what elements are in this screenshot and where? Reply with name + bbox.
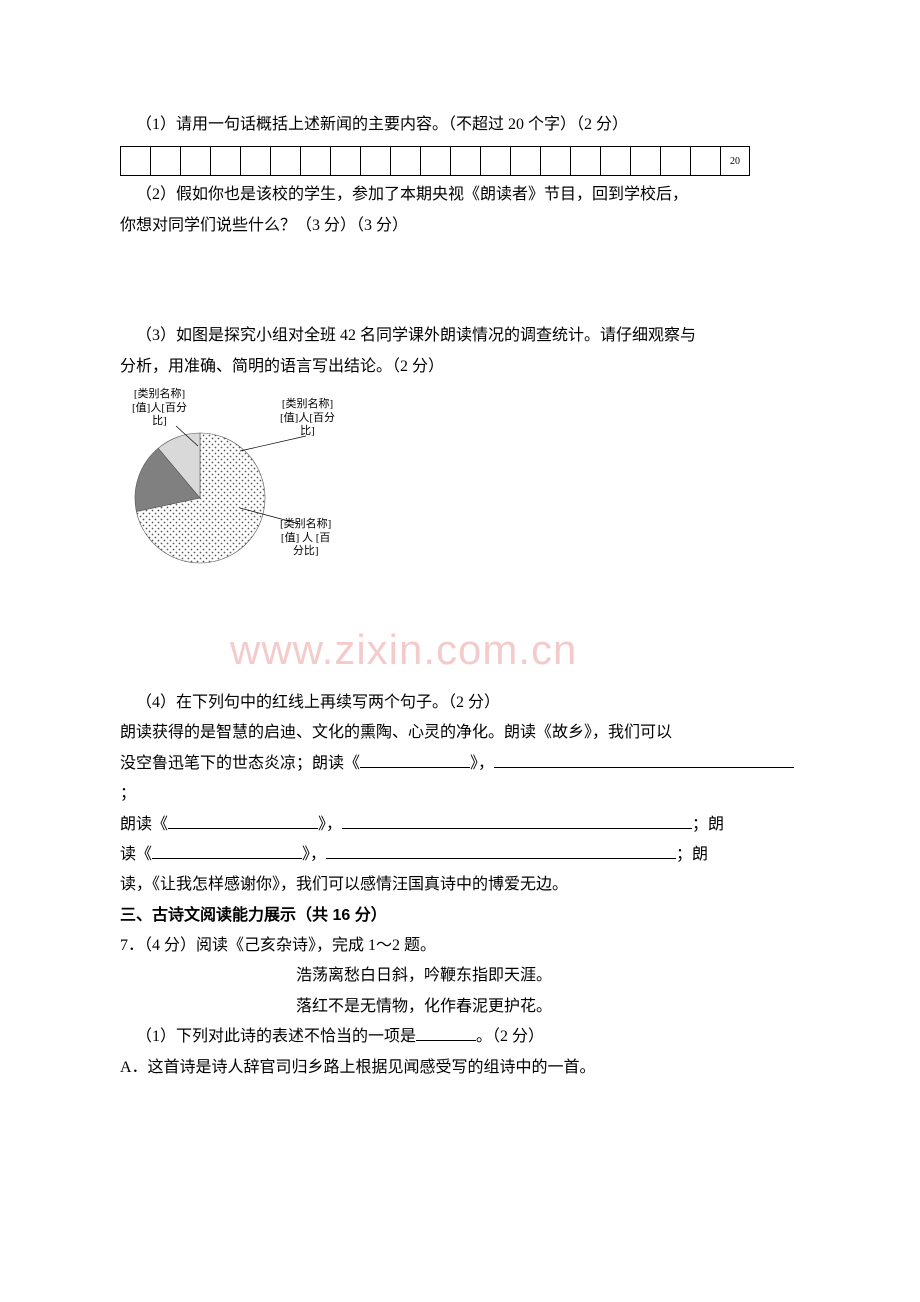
q2-line1: （2）假如你也是该校的学生，参加了本期央视《朗读者》节目，回到学校后， (120, 180, 800, 210)
q7-intro: 7．（4 分）阅读《己亥杂诗》，完成 1～2 题。 (120, 931, 800, 961)
q4-l4b: 》， (302, 846, 326, 863)
grid-cell[interactable] (330, 146, 360, 176)
q4-l3a: 朗读《 (120, 816, 168, 833)
grid-cell: 20 (720, 146, 750, 176)
grid-cell[interactable] (480, 146, 510, 176)
q7-sub1b: 。（2 分） (476, 1028, 544, 1045)
q1-prompt: （1）请用一句话概括上述新闻的主要内容。（不超过 20 个字）（2 分） (120, 110, 800, 140)
grid-cell[interactable] (660, 146, 690, 176)
grid-cell[interactable] (450, 146, 480, 176)
poem-line-1: 浩荡离愁白日斜，吟鞭东指即天涯。 (120, 961, 800, 991)
blank-space (120, 241, 800, 321)
poem-line-2: 落红不是无情物，化作春泥更护花。 (120, 992, 800, 1022)
grid-cell[interactable] (390, 146, 420, 176)
section-3-title: 三、古诗文阅读能力展示（共 16 分） (120, 901, 800, 931)
grid-cell[interactable] (300, 146, 330, 176)
q3-line1: （3）如图是探究小组对全班 42 名同学课外朗读情况的调查统计。请仔细观察与 (120, 321, 800, 351)
grid-cell[interactable] (240, 146, 270, 176)
q4-l4: 读《 》， ；朗 (120, 840, 800, 870)
q4-l3: 朗读《 》， ；朗 (120, 810, 800, 840)
q4-l5: 读，《让我怎样感谢你》，我们可以感情汪国真诗中的博爱无边。 (120, 870, 800, 900)
blank-book-1[interactable] (360, 751, 470, 768)
grid-cell[interactable] (570, 146, 600, 176)
q4-l3b: 》， (318, 816, 342, 833)
chart-label: [类别名称] [值]人[百分 比] (280, 398, 335, 439)
q3-line2: 分析，用准确、简明的语言写出结论。（2 分） (120, 352, 800, 382)
blank-book-2[interactable] (168, 812, 318, 829)
grid-cell[interactable] (270, 146, 300, 176)
grid-cell[interactable] (120, 146, 150, 176)
blank-content-1[interactable] (494, 751, 794, 768)
blank-content-3[interactable] (326, 842, 676, 859)
q4-intro: （4）在下列句中的红线上再续写两个句子。（2 分） (120, 688, 800, 718)
q4-l2a: 没空鲁迅笔下的世态炎凉；朗读《 (120, 755, 360, 772)
grid-cell[interactable] (420, 146, 450, 176)
chart-label: [类别名称] [值]人[百分 比] (132, 388, 187, 429)
grid-cell[interactable] (180, 146, 210, 176)
q4-l4a: 读《 (120, 846, 152, 863)
q7-sub1: （1）下列对此诗的表述不恰当的一项是 。（2 分） (120, 1022, 800, 1052)
q7-optA: A．这首诗是诗人辞官司归乡路上根据见闻感受写的组诗中的一首。 (120, 1053, 800, 1083)
grid-cell[interactable] (210, 146, 240, 176)
blank-content-2[interactable] (342, 812, 692, 829)
blank-book-3[interactable] (152, 842, 302, 859)
grid-cell[interactable] (540, 146, 570, 176)
spacer (120, 578, 800, 688)
grid-cell[interactable] (360, 146, 390, 176)
grid-cell[interactable] (150, 146, 180, 176)
grid-cell[interactable] (630, 146, 660, 176)
document-page: （1）请用一句话概括上述新闻的主要内容。（不超过 20 个字）（2 分） 20 … (0, 0, 920, 1143)
grid-cell[interactable] (600, 146, 630, 176)
q4-l2b: 》， (470, 755, 494, 772)
q4-l2c: ； (120, 785, 136, 802)
answer-grid[interactable]: 20 (120, 146, 800, 176)
q4-l3c: ；朗 (692, 816, 724, 833)
grid-cell[interactable] (690, 146, 720, 176)
pie-chart: [类别名称] [值]人[百分 比] [类别名称] [值]人[百分 比] [类别名称]… (120, 388, 380, 578)
q4-l4c: ；朗 (676, 846, 708, 863)
q4-l1: 朗读获得的是智慧的启迪、文化的熏陶、心灵的净化。朗读《故乡》，我们可以 (120, 718, 800, 748)
q4-l2: 没空鲁迅笔下的世态炎凉；朗读《 》， ； (120, 749, 800, 810)
chart-label: [类别名称] [值] 人 [百 分比] (280, 518, 331, 559)
q2-line2: 你想对同学们说些什么？（3 分）（3 分） (120, 211, 800, 241)
blank-answer[interactable] (416, 1024, 476, 1041)
q7-sub1a: （1）下列对此诗的表述不恰当的一项是 (136, 1028, 416, 1045)
grid-cell[interactable] (510, 146, 540, 176)
